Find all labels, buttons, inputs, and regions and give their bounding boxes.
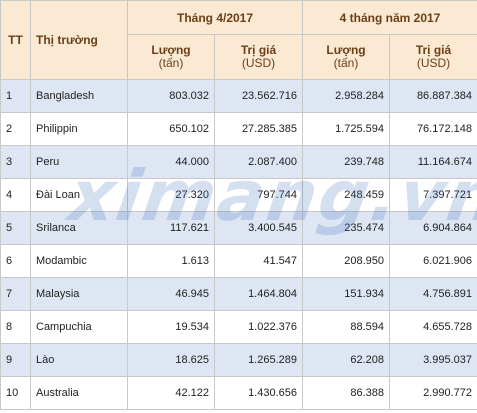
period-month-header: Tháng 4/2017 <box>127 0 303 35</box>
row-ytd-value: 3.995.037 <box>389 343 477 377</box>
table-row: 4 Đài Loan 27.320 797.744 248.459 7.397.… <box>0 178 477 212</box>
row-month-value: 41.547 <box>214 244 303 278</box>
row-index: 4 <box>0 178 31 212</box>
row-month-volume: 1.613 <box>127 244 215 278</box>
table-row: 7 Malaysia 46.945 1.464.804 151.934 4.75… <box>0 277 477 311</box>
table-row: 8 Campuchia 19.534 1.022.376 88.594 4.65… <box>0 310 477 344</box>
row-month-volume: 46.945 <box>127 277 215 311</box>
month-value-header: Trị giá (USD) <box>214 34 303 80</box>
row-month-value: 1.022.376 <box>214 310 303 344</box>
table-body: 1 Bangladesh 803.032 23.562.716 2.958.28… <box>0 79 477 410</box>
row-market: Malaysia <box>30 277 128 311</box>
table-row: 2 Philippin 650.102 27.285.385 1.725.594… <box>0 112 477 146</box>
row-ytd-volume: 62.208 <box>302 343 390 377</box>
period-ytd-header: 4 tháng năm 2017 <box>302 0 477 35</box>
header-row-sub: Lượng (tấn) Trị giá (USD) Lượng (tấn) Trị g… <box>1 34 477 80</box>
row-ytd-volume: 235.474 <box>302 211 390 245</box>
row-month-value: 1.464.804 <box>214 277 303 311</box>
row-month-value: 23.562.716 <box>214 79 303 113</box>
row-month-value: 797.744 <box>214 178 303 212</box>
table-row: 3 Peru 44.000 2.087.400 239.748 11.164.6… <box>0 145 477 179</box>
table-row: 1 Bangladesh 803.032 23.562.716 2.958.28… <box>0 79 477 113</box>
row-ytd-value: 4.655.728 <box>389 310 477 344</box>
row-index: 3 <box>0 145 31 179</box>
row-index: 6 <box>0 244 31 278</box>
row-ytd-value: 76.172.148 <box>389 112 477 146</box>
row-market: Philippin <box>30 112 128 146</box>
row-market: Campuchia <box>30 310 128 344</box>
row-index: 10 <box>0 376 31 410</box>
row-market: Australia <box>30 376 128 410</box>
row-market: Peru <box>30 145 128 179</box>
ytd-volume-unit: (tấn) <box>333 56 359 70</box>
row-ytd-value: 2.990.772 <box>389 376 477 410</box>
row-ytd-volume: 208.950 <box>302 244 390 278</box>
ytd-volume-header: Lượng (tấn) <box>302 34 390 80</box>
row-month-value: 1.265.289 <box>214 343 303 377</box>
row-ytd-value: 11.164.674 <box>389 145 477 179</box>
row-index: 7 <box>0 277 31 311</box>
ytd-volume-label: Lượng <box>326 43 366 57</box>
row-market: Đài Loan <box>30 178 128 212</box>
row-ytd-value: 6.904.864 <box>389 211 477 245</box>
row-month-volume: 803.032 <box>127 79 215 113</box>
col-tt-header: TT <box>0 0 31 80</box>
row-ytd-volume: 1.725.594 <box>302 112 390 146</box>
row-month-volume: 117.621 <box>127 211 215 245</box>
row-market: Modambic <box>30 244 128 278</box>
ytd-value-unit: (USD) <box>416 56 451 70</box>
row-month-volume: 18.625 <box>127 343 215 377</box>
col-market-header: Thị trường <box>30 0 128 80</box>
month-value-unit: (USD) <box>241 56 276 70</box>
row-ytd-value: 6.021.906 <box>389 244 477 278</box>
month-value-label: Trị giá <box>240 43 277 57</box>
ytd-value-header: Trị giá (USD) <box>389 34 477 80</box>
row-month-volume: 27.320 <box>127 178 215 212</box>
row-month-value: 1.430.656 <box>214 376 303 410</box>
row-ytd-volume: 88.594 <box>302 310 390 344</box>
table-row: 10 Australia 42.122 1.430.656 86.388 2.9… <box>0 376 477 410</box>
row-index: 1 <box>0 79 31 113</box>
row-month-volume: 19.534 <box>127 310 215 344</box>
table-row: 9 Lào 18.625 1.265.289 62.208 3.995.037 <box>0 343 477 377</box>
row-month-value: 3.400.545 <box>214 211 303 245</box>
row-market: Bangladesh <box>30 79 128 113</box>
table-row: 5 Srilanca 117.621 3.400.545 235.474 6.9… <box>0 211 477 245</box>
row-index: 5 <box>0 211 31 245</box>
row-ytd-value: 4.756.891 <box>389 277 477 311</box>
month-volume-unit: (tấn) <box>158 56 184 70</box>
row-ytd-value: 7.397.721 <box>389 178 477 212</box>
table-header: TT Thị trường Tháng 4/2017 4 tháng năm 2… <box>0 0 477 80</box>
row-market: Lào <box>30 343 128 377</box>
row-ytd-volume: 248.459 <box>302 178 390 212</box>
row-market: Srilanca <box>30 211 128 245</box>
month-volume-label: Lượng <box>151 43 191 57</box>
ytd-value-label: Trị giá <box>415 43 452 57</box>
row-index: 9 <box>0 343 31 377</box>
row-ytd-volume: 86.388 <box>302 376 390 410</box>
month-volume-header: Lượng (tấn) <box>127 34 215 80</box>
header-row-top: TT Thị trường Tháng 4/2017 4 tháng năm 2… <box>0 0 477 80</box>
table-row: 6 Modambic 1.613 41.547 208.950 6.021.90… <box>0 244 477 278</box>
row-month-volume: 44.000 <box>127 145 215 179</box>
row-ytd-value: 86.887.384 <box>389 79 477 113</box>
row-month-volume: 650.102 <box>127 112 215 146</box>
row-month-value: 2.087.400 <box>214 145 303 179</box>
row-ytd-volume: 2.958.284 <box>302 79 390 113</box>
row-ytd-volume: 239.748 <box>302 145 390 179</box>
row-ytd-volume: 151.934 <box>302 277 390 311</box>
row-index: 8 <box>0 310 31 344</box>
row-index: 2 <box>0 112 31 146</box>
row-month-volume: 42.122 <box>127 376 215 410</box>
row-month-value: 27.285.385 <box>214 112 303 146</box>
